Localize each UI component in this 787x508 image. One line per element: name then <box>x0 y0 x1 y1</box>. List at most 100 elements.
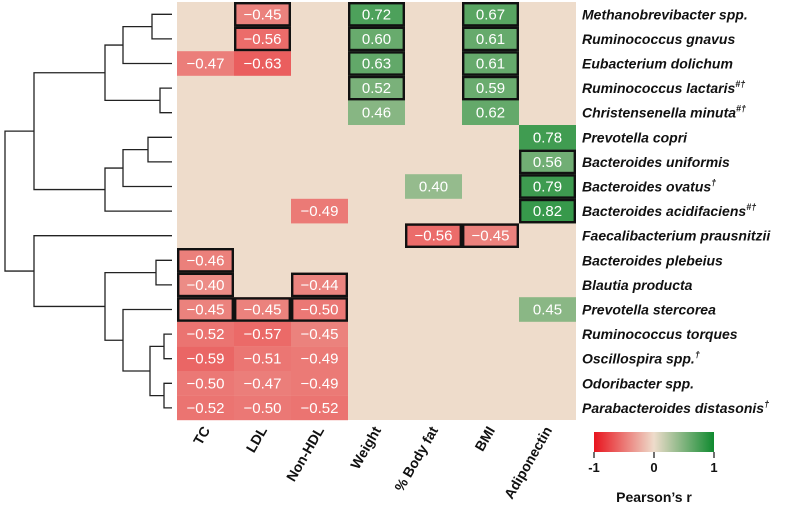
heatmap-cell <box>519 174 576 199</box>
heatmap-cell <box>462 100 519 125</box>
column-label: BMI <box>471 424 498 454</box>
cell-value-label: −0.49 <box>301 375 339 392</box>
column-label: Adiponectin <box>501 424 555 502</box>
cell-value-label: −0.46 <box>187 252 225 269</box>
significance-box <box>176 247 234 273</box>
row-label: Faecalibacterium prausnitzii <box>582 228 771 244</box>
cell-value-label: −0.44 <box>301 277 339 294</box>
heatmap-cell <box>348 51 405 76</box>
cell-value-label: 0.52 <box>362 80 391 97</box>
cell-value-label: −0.63 <box>244 56 282 73</box>
dendrogram-branch <box>159 87 172 114</box>
colorbar-legend: -1 0 1 Pearson’s r <box>588 432 718 505</box>
heatmap-cell <box>348 26 405 52</box>
cell-value-label: −0.45 <box>244 302 282 319</box>
significance-box <box>348 51 406 76</box>
significance-box <box>176 272 234 298</box>
cell-value-label: −0.50 <box>244 400 282 417</box>
cell-value-label: −0.45 <box>472 228 510 245</box>
heatmap-cell <box>291 371 348 396</box>
row-label: Christensenella minuta#† <box>582 104 746 121</box>
cell-value-label: −0.50 <box>301 302 339 319</box>
row-label: Prevotella copri <box>582 129 688 145</box>
heatmap-cell <box>519 149 576 175</box>
heatmap-cell <box>519 297 576 322</box>
colorbar-tick-label: 0 <box>650 460 657 475</box>
significance-box <box>519 198 577 224</box>
colorbar-tick-label: 1 <box>710 460 717 475</box>
significance-box <box>291 272 349 298</box>
column-label: Weight <box>347 423 384 471</box>
heatmap-cell <box>177 395 234 421</box>
cell-value-label: 0.67 <box>476 6 505 23</box>
significance-box <box>348 26 406 52</box>
dendrogram-branch <box>104 271 156 341</box>
column-label: LDL <box>243 423 271 455</box>
significance-box <box>405 223 463 249</box>
row-label-superscript: #† <box>746 202 756 212</box>
significance-box <box>462 51 520 76</box>
cell-value-label: −0.52 <box>187 326 225 343</box>
heatmap-cell <box>462 26 519 52</box>
heatmap-cells: −0.45 0.72 0.67 −0.56 0.60 0.61 −0.47 −0.63 0.63… <box>176 2 577 421</box>
cell-value-label: −0.50 <box>187 375 225 392</box>
heatmap-cell <box>291 272 348 298</box>
column-label: % Body fat <box>391 423 441 494</box>
cell-value-label: 0.46 <box>362 105 391 122</box>
row-label: Ruminococcus lactaris#† <box>582 79 745 96</box>
heatmap-cell <box>462 223 519 248</box>
cell-value-label: 0.78 <box>533 129 562 146</box>
row-label-superscript: † <box>695 350 700 360</box>
colorbar-tick-label: -1 <box>588 460 600 475</box>
significance-box <box>462 26 520 52</box>
row-label-superscript: † <box>764 399 769 409</box>
heatmap-cell <box>234 395 291 421</box>
row-labels: Methanobrevibacter spp. Ruminococcus gnav… <box>582 6 771 416</box>
cell-value-label: −0.52 <box>187 400 225 417</box>
row-label: Bacteroides plebeius <box>582 252 723 268</box>
row-label: Eubacterium dolichum <box>582 56 733 72</box>
heatmap-cell <box>234 2 291 27</box>
cell-value-label: 0.79 <box>533 179 562 196</box>
cell-value-label: 0.63 <box>362 56 391 73</box>
dendrogram-branch <box>151 13 172 40</box>
dendrogram-branch <box>147 136 172 163</box>
heatmap-cell <box>462 51 519 76</box>
row-label: Parabacteroides distasonis† <box>582 399 769 416</box>
cell-value-label: −0.59 <box>187 351 225 368</box>
dendrogram-branch <box>149 345 164 397</box>
heatmap-cell <box>462 75 519 101</box>
row-label: Methanobrevibacter spp. <box>582 6 748 22</box>
column-labels: TC LDL Non-HDL Weight% Body fat BMI Adiponect… <box>190 423 555 501</box>
cell-value-label: −0.40 <box>187 277 225 294</box>
cell-value-label: −0.56 <box>244 31 282 48</box>
cell-value-label: 0.59 <box>476 80 505 97</box>
heatmap-cell <box>177 371 234 396</box>
row-label-superscript: † <box>711 178 716 188</box>
cell-value-label: −0.45 <box>244 6 282 23</box>
colorbar-title: Pearson’s r <box>616 489 692 505</box>
column-label: TC <box>190 424 213 448</box>
heatmap-cell <box>291 297 348 322</box>
cell-value-label: 0.61 <box>476 56 505 73</box>
heatmap-cell <box>234 26 291 52</box>
significance-box <box>291 297 349 322</box>
row-label: Bacteroides uniformis <box>582 154 730 170</box>
row-label: Ruminococcus gnavus <box>582 31 735 47</box>
significance-box <box>462 2 520 27</box>
significance-box <box>348 2 406 27</box>
cell-value-label: 0.62 <box>476 105 505 122</box>
colorbar-gradient <box>594 432 714 452</box>
cell-value-label: −0.52 <box>301 400 339 417</box>
cell-value-label: 0.72 <box>362 6 391 23</box>
row-label-superscript: #† <box>736 104 746 114</box>
heatmap-cell <box>234 371 291 396</box>
row-label: Bacteroides ovatus† <box>582 178 716 195</box>
row-label-superscript: #† <box>735 79 745 89</box>
column-label: Non-HDL <box>283 423 327 484</box>
cell-value-label: −0.57 <box>244 326 282 343</box>
row-label: Blautia producta <box>582 277 693 293</box>
heatmap-cell <box>234 51 291 76</box>
heatmap-cell <box>462 2 519 27</box>
row-label: Ruminococcus torques <box>582 326 738 342</box>
